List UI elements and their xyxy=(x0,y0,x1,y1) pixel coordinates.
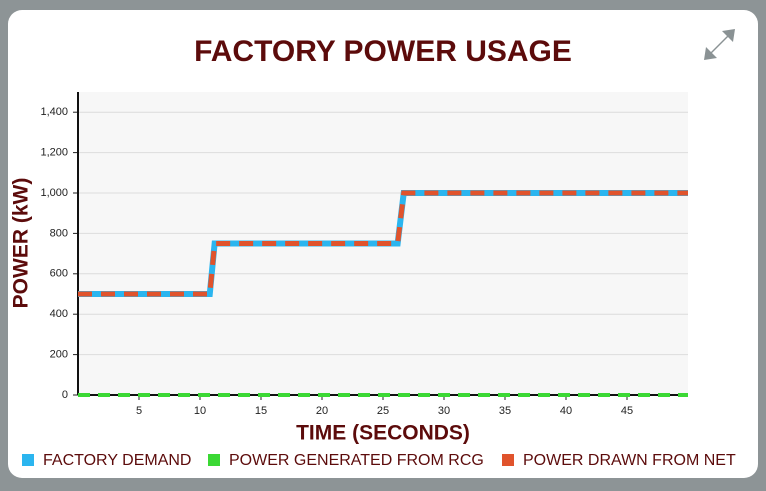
chart-title: FACTORY POWER USAGE xyxy=(194,35,572,68)
x-tick-label: 15 xyxy=(255,405,267,417)
y-tick-label: 800 xyxy=(50,227,68,239)
x-tick-label: 5 xyxy=(136,405,142,417)
x-axis-label: TIME (SECONDS) xyxy=(296,422,470,445)
legend-label: POWER DRAWN FROM NET xyxy=(523,452,736,469)
y-tick-label: 1,400 xyxy=(40,106,68,118)
legend-label: POWER GENERATED FROM RCG xyxy=(229,452,484,469)
legend-swatch xyxy=(208,454,220,466)
y-tick-label: 600 xyxy=(50,268,68,280)
legend-swatch xyxy=(502,454,514,466)
y-tick-label: 400 xyxy=(50,308,68,320)
x-tick-label: 30 xyxy=(438,405,450,417)
legend-label: FACTORY DEMAND xyxy=(43,452,191,469)
expand-icon[interactable] xyxy=(704,29,735,60)
x-tick-label: 10 xyxy=(194,405,206,417)
x-tick-label: 35 xyxy=(499,405,511,417)
y-tick-label: 0 xyxy=(62,389,68,401)
y-tick-label: 200 xyxy=(50,349,68,361)
x-tick-label: 40 xyxy=(560,405,572,417)
legend-swatch xyxy=(22,454,34,466)
y-axis-label: POWER (kW) xyxy=(10,178,33,309)
y-tick-label: 1,000 xyxy=(40,187,68,199)
y-tick-label: 1,200 xyxy=(40,147,68,159)
x-tick-label: 45 xyxy=(621,405,633,417)
series-line xyxy=(78,190,688,297)
x-tick-label: 20 xyxy=(316,405,328,417)
x-tick-label: 25 xyxy=(377,405,389,417)
